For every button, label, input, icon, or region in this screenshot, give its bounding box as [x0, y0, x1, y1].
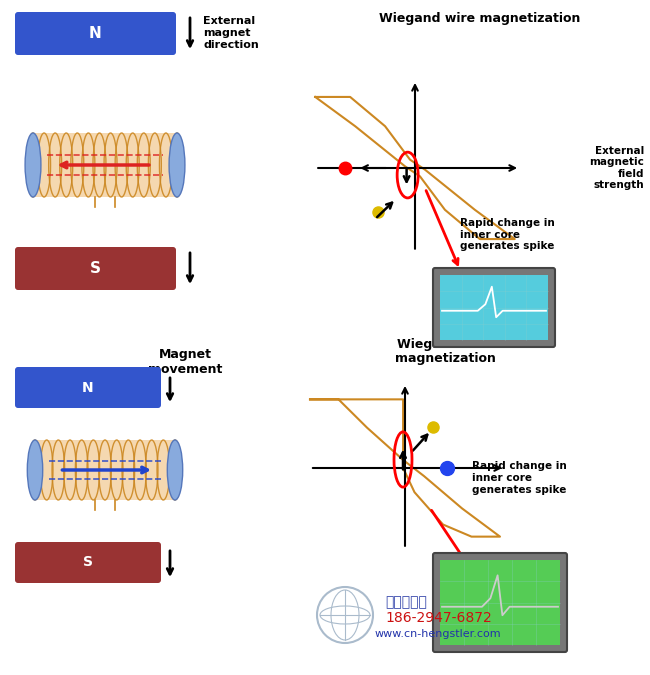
- Text: External
magnet
direction: External magnet direction: [203, 16, 259, 49]
- Ellipse shape: [27, 440, 43, 500]
- FancyBboxPatch shape: [15, 542, 161, 583]
- Bar: [440, 275, 548, 340]
- Text: S: S: [83, 556, 93, 570]
- FancyBboxPatch shape: [15, 367, 161, 408]
- Text: N: N: [82, 381, 94, 394]
- Text: 186-2947-6872: 186-2947-6872: [385, 611, 492, 625]
- Text: S: S: [90, 261, 101, 276]
- Text: Rapid change in
inner core
generates spike: Rapid change in inner core generates spi…: [472, 462, 567, 495]
- Text: External
magnetic
field
strength: External magnetic field strength: [589, 146, 644, 190]
- Text: Magnet
movement: Magnet movement: [148, 348, 222, 376]
- FancyBboxPatch shape: [433, 268, 555, 347]
- Polygon shape: [35, 440, 175, 500]
- Text: Wiegand wire magnetization: Wiegand wire magnetization: [380, 12, 580, 25]
- Bar: [440, 560, 560, 645]
- Ellipse shape: [167, 440, 183, 500]
- Ellipse shape: [169, 133, 185, 197]
- Text: N: N: [89, 26, 102, 41]
- Text: 西安德伍拓: 西安德伍拓: [385, 595, 427, 609]
- Text: Rapid change in
inner core
generates spike: Rapid change in inner core generates spi…: [460, 218, 554, 251]
- Polygon shape: [33, 133, 177, 197]
- FancyBboxPatch shape: [15, 12, 176, 55]
- Text: Wiegand wire: Wiegand wire: [397, 338, 493, 351]
- FancyBboxPatch shape: [433, 553, 567, 652]
- FancyBboxPatch shape: [15, 247, 176, 290]
- Text: www.cn-hengstler.com: www.cn-hengstler.com: [375, 629, 502, 639]
- Ellipse shape: [25, 133, 41, 197]
- Text: magnetization: magnetization: [395, 352, 495, 365]
